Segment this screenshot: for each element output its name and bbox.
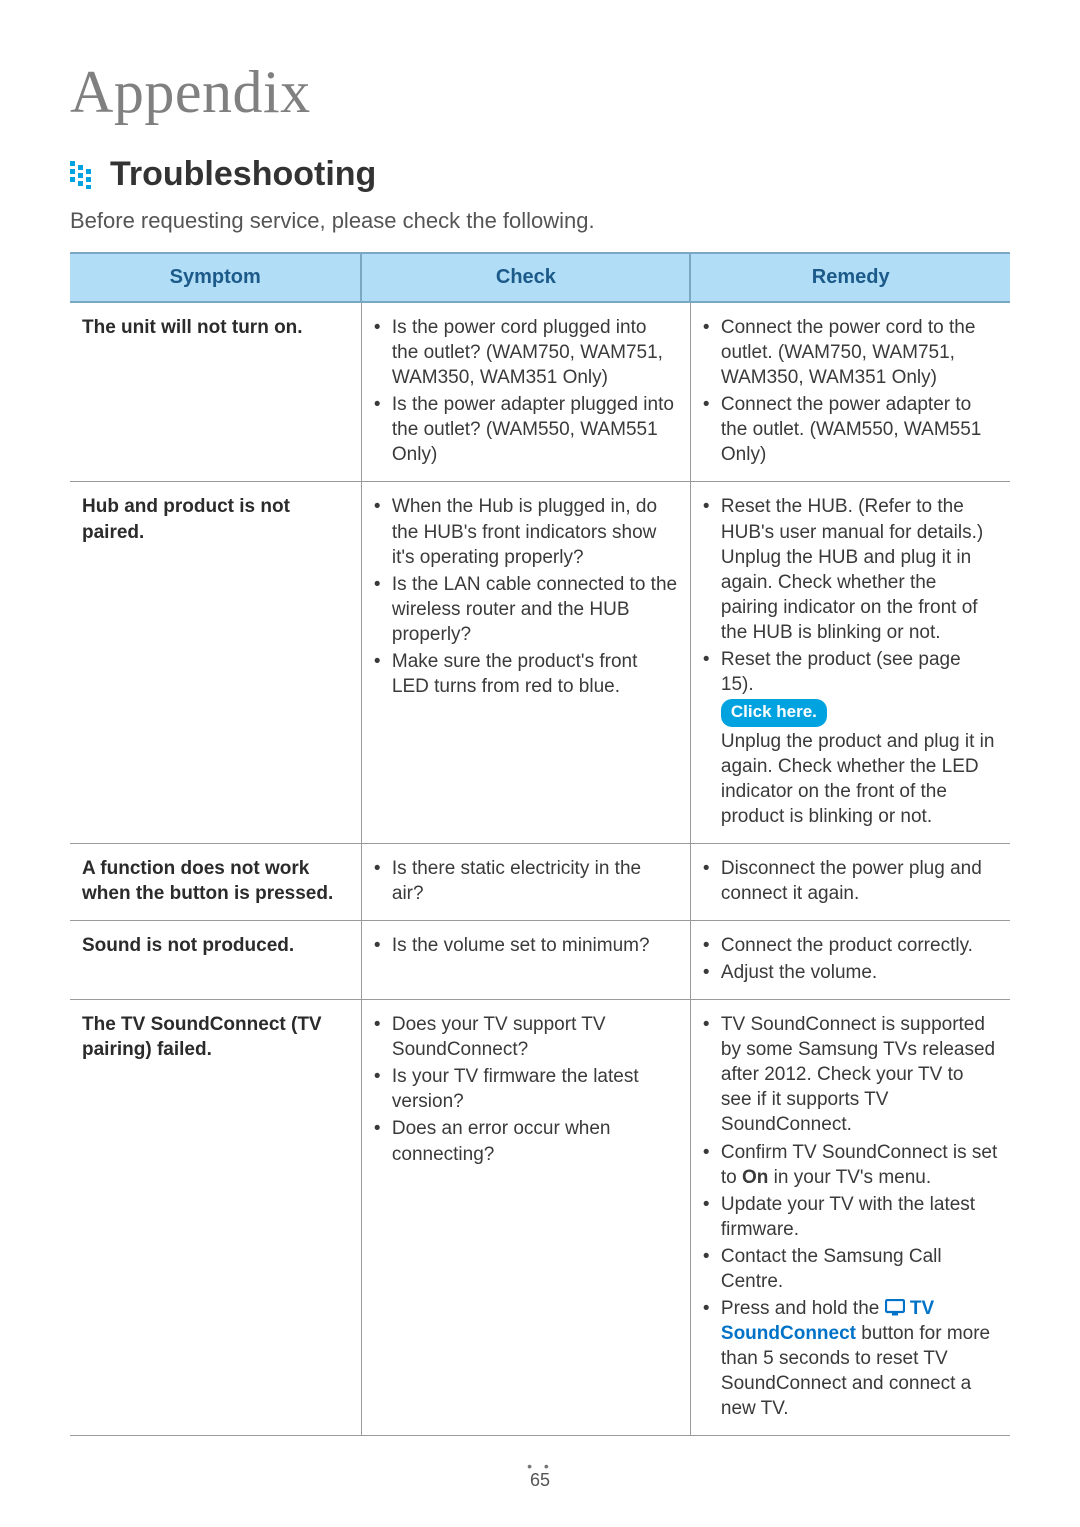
table-row: The TV SoundConnect (TV pairing) failed.…: [70, 1000, 1010, 1436]
page-footer: • • 65: [0, 1458, 1080, 1491]
list-item: Is the power cord plugged into the outle…: [374, 315, 678, 390]
table-row: Sound is not produced. Is the volume set…: [70, 921, 1010, 1000]
check-cell: Is the power cord plugged into the outle…: [361, 302, 690, 482]
check-cell: Does your TV support TV SoundConnect? Is…: [361, 1000, 690, 1436]
bold-text: On: [742, 1167, 768, 1188]
list-item: Press and hold the TV SoundConnect butto…: [703, 1296, 998, 1421]
text: Press and hold the: [721, 1298, 885, 1319]
col-remedy: Remedy: [690, 253, 1010, 302]
page-number: 65: [530, 1470, 550, 1490]
list-item: Make sure the product's front LED turns …: [374, 649, 678, 699]
table-row: A function does not work when the button…: [70, 843, 1010, 920]
remedy-cell: Connect the power cord to the outlet. (W…: [690, 302, 1010, 482]
symptom-cell: The TV SoundConnect (TV pairing) failed.: [70, 1000, 361, 1436]
section-heading-row: Troubleshooting: [70, 155, 1010, 194]
intro-text: Before requesting service, please check …: [70, 208, 1010, 234]
list-item: Adjust the volume.: [703, 960, 998, 985]
page-heading: Appendix: [70, 58, 1010, 127]
list-item: Disconnect the power plug and connect it…: [703, 856, 998, 906]
symptom-cell: Sound is not produced.: [70, 921, 361, 1000]
table-row: The unit will not turn on. Is the power …: [70, 302, 1010, 482]
remedy-cell: TV SoundConnect is supported by some Sam…: [690, 1000, 1010, 1436]
list-item: Confirm TV SoundConnect is set to On in …: [703, 1140, 998, 1190]
list-item: Is there static electricity in the air?: [374, 856, 678, 906]
list-item: Connect the power adapter to the outlet.…: [703, 392, 998, 467]
list-item: Is the power adapter plugged into the ou…: [374, 392, 678, 467]
text: Unplug the product and plug it in again.…: [721, 731, 995, 827]
check-cell: Is the volume set to minimum?: [361, 921, 690, 1000]
list-item: Does an error occur when connecting?: [374, 1116, 678, 1166]
list-item: TV SoundConnect is supported by some Sam…: [703, 1012, 998, 1137]
list-item: Is the LAN cable connected to the wirele…: [374, 572, 678, 647]
symptom-cell: Hub and product is not paired.: [70, 482, 361, 843]
remedy-cell: Connect the product correctly. Adjust th…: [690, 921, 1010, 1000]
remedy-cell: Reset the HUB. (Refer to the HUB's user …: [690, 482, 1010, 843]
list-item: Connect the power cord to the outlet. (W…: [703, 315, 998, 390]
click-here-pill[interactable]: Click here.: [721, 699, 827, 726]
section-bars-icon: [70, 161, 98, 189]
list-item: Update your TV with the latest firmware.: [703, 1192, 998, 1242]
col-symptom: Symptom: [70, 253, 361, 302]
check-cell: Is there static electricity in the air?: [361, 843, 690, 920]
text: in your TV's menu.: [768, 1167, 931, 1188]
symptom-cell: A function does not work when the button…: [70, 843, 361, 920]
section-heading: Troubleshooting: [110, 155, 376, 194]
list-item: Connect the product correctly.: [703, 933, 998, 958]
list-item: Is the volume set to minimum?: [374, 933, 678, 958]
symptom-cell: The unit will not turn on.: [70, 302, 361, 482]
table-row: Hub and product is not paired. When the …: [70, 482, 1010, 843]
col-check: Check: [361, 253, 690, 302]
list-item: Is your TV firmware the latest version?: [374, 1064, 678, 1114]
list-item: Reset the product (see page 15). Click h…: [703, 647, 998, 829]
text: Reset the product (see page 15).: [721, 649, 961, 695]
troubleshooting-table: Symptom Check Remedy The unit will not t…: [70, 252, 1010, 1436]
list-item: When the Hub is plugged in, do the HUB's…: [374, 494, 678, 569]
list-item: Does your TV support TV SoundConnect?: [374, 1012, 678, 1062]
check-cell: When the Hub is plugged in, do the HUB's…: [361, 482, 690, 843]
tv-icon: [885, 1299, 905, 1317]
list-item: Reset the HUB. (Refer to the HUB's user …: [703, 494, 998, 644]
remedy-cell: Disconnect the power plug and connect it…: [690, 843, 1010, 920]
table-header-row: Symptom Check Remedy: [70, 253, 1010, 302]
list-item: Contact the Samsung Call Centre.: [703, 1244, 998, 1294]
